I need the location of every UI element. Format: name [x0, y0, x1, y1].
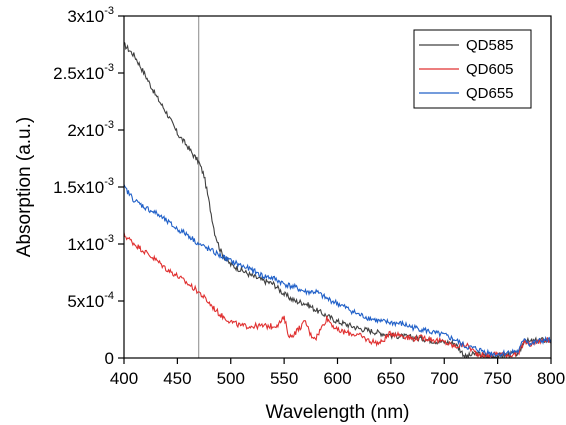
legend: QD585 QD605 QD655: [413, 29, 532, 109]
y-tick-label: 1.5x10-3: [53, 176, 114, 197]
x-axis-ticks: 400 450 500 550 600 650 700 750 800: [110, 358, 565, 388]
y-tick-label: 5x10-4: [67, 290, 114, 311]
y-tick-label: 2x10-3: [67, 119, 114, 140]
y-tick-label: 1x10-3: [67, 233, 114, 254]
x-tick-label: 500: [217, 369, 245, 388]
y-tick-label: 2.5x10-3: [53, 62, 114, 83]
x-axis-title: Wavelength (nm): [266, 402, 410, 423]
x-tick-label: 700: [430, 369, 458, 388]
legend-label-qd605: QD605: [466, 61, 514, 78]
legend-label-qd585: QD585: [466, 37, 514, 54]
x-tick-label: 400: [110, 369, 138, 388]
y-axis-title: Absorption (a.u.): [14, 117, 35, 257]
series-line-qd655: [124, 184, 551, 358]
legend-label-qd655: QD655: [466, 85, 514, 102]
x-tick-label: 450: [163, 369, 191, 388]
series-layer: [124, 41, 551, 358]
y-tick-label: 3x10-3: [67, 5, 114, 26]
series-line-qd585: [124, 41, 551, 358]
y-tick-label: 0: [105, 349, 114, 368]
x-tick-label: 750: [483, 369, 511, 388]
y-axis-ticks: 0 5x10-4 1x10-3 1.5x10-3 2x10-3 2.5x10-3 3x10-…: [53, 5, 124, 368]
x-tick-label: 650: [377, 369, 405, 388]
x-tick-label: 800: [537, 369, 565, 388]
x-tick-label: 550: [270, 369, 298, 388]
series-line-qd605: [124, 232, 551, 358]
x-tick-label: 600: [323, 369, 351, 388]
